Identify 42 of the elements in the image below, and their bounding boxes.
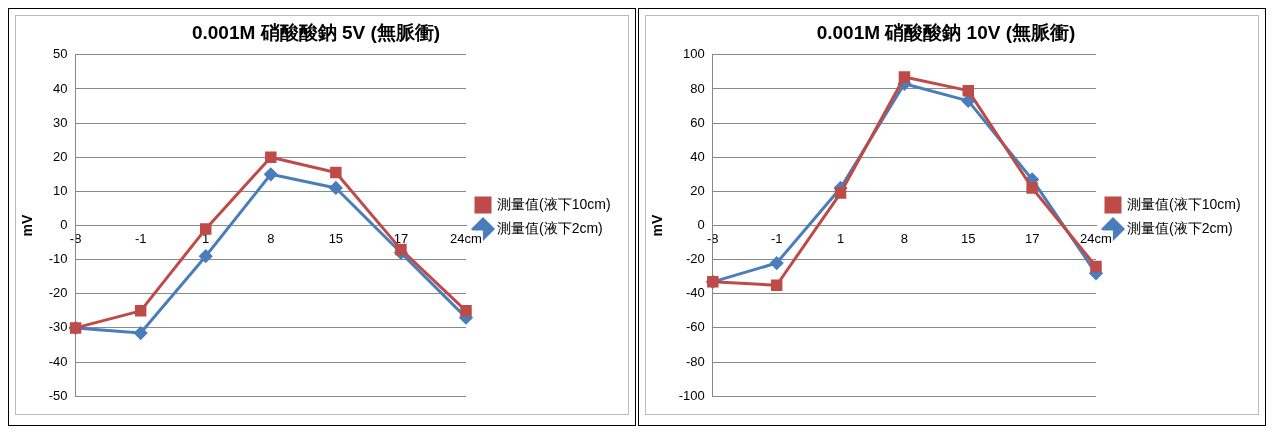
x-tick-label: 15: [328, 230, 344, 246]
chart-title: 0.001M 硝酸酸鈉 5V (無脈衝): [191, 21, 441, 43]
chart-title: 0.001M 硝酸酸鈉 10V (無脈衝): [816, 21, 1076, 43]
y-tick-label: -80: [686, 353, 705, 369]
x-tick-label: -1: [770, 230, 783, 246]
y-tick-label: 30: [53, 114, 68, 130]
y-tick-label: 80: [690, 80, 705, 96]
y-tick-label: 0: [697, 217, 705, 233]
x-tick-label: 15: [961, 230, 976, 246]
legend-label: 測量值(液下2cm): [497, 219, 603, 236]
y-tick-label: 20: [690, 182, 705, 198]
y-tick-label: 40: [53, 80, 68, 96]
y-tick-label: -100: [678, 387, 705, 403]
y-tick-label: 40: [690, 148, 705, 164]
x-tick-label: 24cm: [1080, 230, 1112, 246]
x-tick-label: 24cm: [450, 230, 482, 246]
y-axis-title: mV: [19, 213, 36, 237]
legend-label: 測量值(液下10cm): [1127, 195, 1241, 212]
x-tick-label: 17: [393, 230, 409, 246]
y-tick-label: -20: [686, 251, 705, 267]
y-tick-label: 100: [683, 46, 705, 62]
x-tick-label: 1: [836, 230, 845, 246]
x-tick-label: 17: [1024, 230, 1040, 246]
y-tick-label: -10: [48, 251, 68, 267]
y-tick-label: -30: [48, 319, 68, 335]
x-tick-label: 1: [202, 230, 210, 246]
x-tick-label: 8: [900, 230, 909, 246]
y-tick-label: -40: [48, 353, 68, 369]
y-tick-label: 0: [60, 217, 68, 233]
x-tick-label: -1: [134, 230, 147, 246]
legend-label: 測量值(液下2cm): [1127, 219, 1233, 236]
y-tick-label: 20: [53, 148, 68, 164]
y-tick-label: -40: [686, 285, 705, 301]
y-tick-label: -60: [686, 319, 705, 335]
y-tick-label: 50: [53, 46, 68, 62]
x-tick-label: 8: [267, 230, 275, 246]
y-axis-title: mV: [649, 213, 666, 237]
y-tick-label: -20: [48, 285, 68, 301]
legend-label: 測量值(液下10cm): [497, 195, 611, 212]
y-tick-label: 60: [690, 114, 705, 130]
y-tick-label: 10: [53, 182, 68, 198]
y-tick-label: -50: [48, 387, 68, 403]
